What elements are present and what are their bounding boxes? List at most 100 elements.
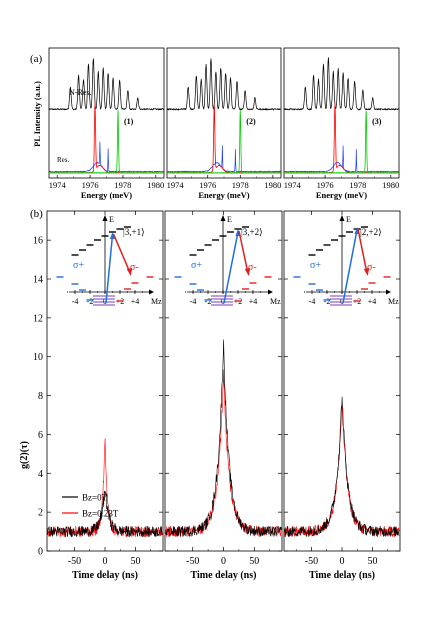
inset-mz-arrowhead — [268, 289, 273, 295]
res-green-peak-trace — [283, 110, 399, 174]
trace-label-nres: N-Res. — [69, 88, 91, 97]
inset-x-tick-label: +4 — [249, 297, 258, 306]
inset-e-arrowhead — [220, 215, 226, 221]
x-tick-label: 0 — [340, 556, 345, 567]
inset-sigma-minus-arrowhead — [363, 268, 370, 276]
inset-state-label: |3,+1⟩ — [123, 227, 145, 237]
x-tick-label: 1978 — [349, 180, 366, 190]
x-tick-label: 50 — [368, 556, 378, 567]
res-green-peak-trace — [166, 109, 281, 174]
inset-sigma-plus-arrowhead — [110, 232, 115, 239]
inset-sigma-plus-label: σ+ — [191, 260, 202, 271]
x-tick-label: 0 — [103, 556, 108, 567]
panel-label-a: (a) — [30, 53, 43, 65]
y-tick-label: 2 — [38, 508, 43, 519]
inset-x-tick-label: +4 — [131, 297, 140, 306]
inset-mz-label: Mz — [270, 297, 281, 306]
inset-mz-arrowhead — [386, 289, 391, 295]
x-tick-label: 1976 — [317, 180, 334, 190]
x-tick-label: 1980 — [264, 180, 281, 190]
x-tick-label: 1974 — [284, 180, 302, 190]
x-tick-label: 1978 — [114, 180, 131, 190]
inset-sigma-plus-arrow — [342, 229, 358, 304]
inset-sigma-minus-arrow — [357, 228, 368, 273]
subplot-label: (1) — [124, 117, 134, 126]
y-tick-label: 0 — [38, 547, 43, 558]
x-tick-label: 50 — [249, 556, 259, 567]
x-tick-label: 1980 — [382, 180, 399, 190]
inset-x-tick-label: -4 — [190, 297, 197, 306]
inset-mz-arrowhead — [149, 289, 154, 295]
inset-x-tick-label: -2 — [324, 297, 331, 306]
x-tick-label: -50 — [305, 556, 318, 567]
y-tick-label: 14 — [33, 275, 43, 286]
x-tick-label: 0 — [221, 556, 226, 567]
x-axis-label: Time delay (ns) — [309, 570, 375, 581]
inset-sigma-minus-arrow — [112, 233, 131, 273]
x-axis-label: Time delay (ns) — [72, 570, 138, 581]
y-tick-label: 10 — [33, 352, 43, 363]
x-axis-label: Energy (meV) — [81, 190, 132, 200]
res-blue-trace — [166, 145, 282, 173]
inset-state-label: |3,+2⟩ — [241, 227, 263, 237]
inset-sigma-plus-label: σ+ — [310, 260, 321, 271]
inset-e-label: E — [346, 215, 351, 224]
x-tick-label: 1974 — [167, 180, 185, 190]
panel-a-frame — [283, 47, 400, 179]
trace-bz-023t — [47, 438, 163, 538]
x-tick-label: 1978 — [232, 180, 249, 190]
inset-e-label: E — [227, 215, 232, 224]
inset-mz-label: Mz — [388, 297, 399, 306]
trace-bz-0t — [47, 491, 163, 538]
y-tick-label: 12 — [33, 313, 43, 324]
res-green-peak-trace — [48, 109, 164, 174]
subplot-label: (2) — [246, 117, 256, 126]
legend-label: Bz=0T — [82, 493, 108, 503]
y-tick-label: 6 — [38, 430, 43, 441]
inset-x-tick-label: -2 — [87, 297, 94, 306]
trace-label-res: Res. — [57, 156, 70, 164]
y-tick-label: 16 — [33, 236, 43, 247]
x-tick-label: 50 — [131, 556, 141, 567]
trace-bz-0t — [165, 339, 282, 537]
inset-sigma-minus-arrow — [238, 230, 249, 273]
inset-e-label: E — [109, 215, 114, 224]
inset-x-tick-label: +4 — [368, 297, 377, 306]
x-tick-label: 1976 — [82, 180, 99, 190]
x-tick-label: 1974 — [49, 180, 67, 190]
panel-label-b: (b) — [30, 208, 43, 220]
inset-sigma-minus-arrowhead — [244, 268, 251, 276]
nres-spectrum-trace — [48, 58, 165, 111]
inset-sigma-minus-label: σ- — [367, 262, 376, 273]
x-axis-label: Energy (meV) — [198, 190, 249, 200]
y-tick-label: 8 — [38, 391, 43, 402]
nres-spectrum-trace — [166, 58, 282, 111]
x-axis-label: Time delay (ns) — [191, 570, 257, 581]
inset-sigma-plus-arrow — [223, 231, 239, 304]
y-axis-label: PL Intensity (a.u.) — [32, 81, 42, 147]
inset-e-arrowhead — [339, 215, 345, 221]
x-tick-label: 1976 — [199, 180, 216, 190]
trace-bz-023t — [284, 405, 400, 537]
inset-sigma-plus-label: σ+ — [73, 260, 84, 271]
inset-sigma-plus-arrow — [105, 234, 114, 304]
panel-a-frame — [166, 47, 282, 179]
trace-bz-0t — [284, 396, 400, 537]
inset-mz-label: Mz — [151, 297, 162, 306]
inset-x-tick-label: -4 — [72, 297, 79, 306]
x-tick-label: 1980 — [147, 180, 164, 190]
inset-x-tick-label: -2 — [205, 297, 212, 306]
x-tick-label: -50 — [186, 556, 199, 567]
x-tick-label: -50 — [68, 556, 81, 567]
y-axis-label-g2: g(2)(τ) — [19, 441, 30, 469]
inset-x-tick-label: -4 — [309, 297, 316, 306]
inset-sigma-minus-label: σ- — [130, 262, 139, 273]
inset-e-arrowhead — [102, 215, 108, 221]
inset-state-label: |2,+2⟩ — [360, 227, 382, 237]
nres-spectrum-trace — [283, 57, 400, 111]
trace-bz-023t — [165, 369, 282, 538]
x-axis-label: Energy (meV) — [316, 190, 367, 200]
res-red-peak-trace — [166, 104, 281, 174]
inset-sigma-minus-arrowhead — [126, 268, 133, 276]
